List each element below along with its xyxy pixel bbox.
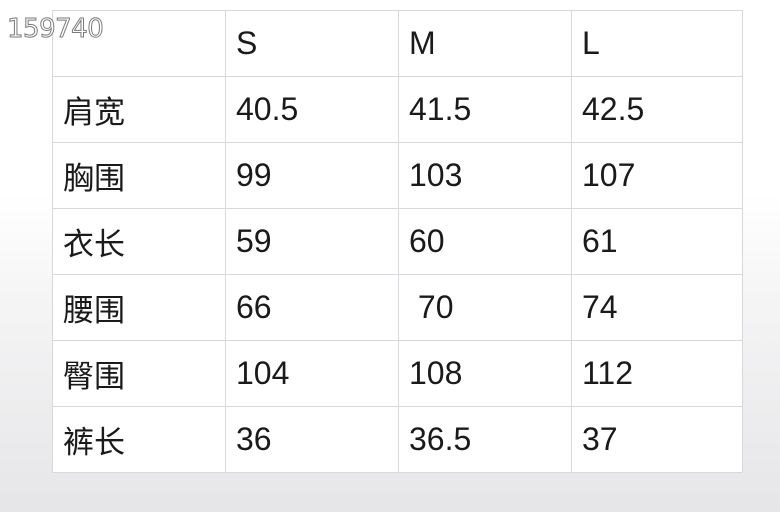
table-row: 肩宽 40.5 41.5 42.5 bbox=[52, 76, 743, 143]
header-cell-m: M bbox=[398, 10, 572, 77]
table-row: 衣长 59 60 61 bbox=[52, 208, 743, 275]
table-cell: 99 bbox=[225, 142, 399, 209]
table-cell: 112 bbox=[571, 340, 743, 407]
row-label-pants-length: 裤长 bbox=[52, 406, 226, 473]
table-cell: 108 bbox=[398, 340, 572, 407]
table-cell: 61 bbox=[571, 208, 743, 275]
table-cell: 41.5 bbox=[398, 76, 572, 143]
row-label-chest: 胸围 bbox=[52, 142, 226, 209]
header-cell-l: L bbox=[571, 10, 743, 77]
row-label-hip: 臀围 bbox=[52, 340, 226, 407]
table-row: 裤长 36 36.5 37 bbox=[52, 406, 743, 473]
table-cell: 40.5 bbox=[225, 76, 399, 143]
table-row: 腰围 66 70 74 bbox=[52, 274, 743, 341]
table-cell: 36.5 bbox=[398, 406, 572, 473]
header-cell-s: S bbox=[225, 10, 399, 77]
table-cell: 60 bbox=[398, 208, 572, 275]
table-cell: 37 bbox=[571, 406, 743, 473]
row-label-shoulder-width: 肩宽 bbox=[52, 76, 226, 143]
table-cell: 66 bbox=[225, 274, 399, 341]
row-label-top-length: 衣长 bbox=[52, 208, 226, 275]
table-cell: 74 bbox=[571, 274, 743, 341]
table-cell: 103 bbox=[398, 142, 572, 209]
table-row: 臀围 104 108 112 bbox=[52, 340, 743, 407]
table-cell: 70 bbox=[398, 274, 572, 341]
size-chart-table: S M L 肩宽 40.5 41.5 42.5 胸围 99 103 107 衣长… bbox=[52, 10, 743, 473]
table-cell: 42.5 bbox=[571, 76, 743, 143]
header-cell-blank bbox=[52, 10, 226, 77]
header-row: S M L bbox=[52, 10, 743, 77]
table-cell: 36 bbox=[225, 406, 399, 473]
row-label-waist: 腰围 bbox=[52, 274, 226, 341]
watermark-number: 159740 bbox=[6, 14, 104, 45]
table-cell: 107 bbox=[571, 142, 743, 209]
table-cell: 59 bbox=[225, 208, 399, 275]
table-row: 胸围 99 103 107 bbox=[52, 142, 743, 209]
table-cell: 104 bbox=[225, 340, 399, 407]
